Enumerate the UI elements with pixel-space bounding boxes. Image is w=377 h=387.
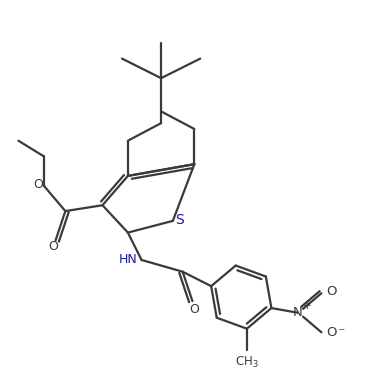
Text: O: O [49, 240, 58, 253]
Text: O: O [189, 303, 199, 316]
Text: O: O [326, 326, 337, 339]
Text: O: O [326, 285, 337, 298]
Text: ⁻: ⁻ [337, 327, 345, 341]
Text: N: N [293, 306, 303, 319]
Text: CH$_3$: CH$_3$ [235, 355, 259, 370]
Text: +: + [303, 301, 312, 311]
Text: HN: HN [119, 253, 138, 267]
Text: S: S [175, 213, 184, 227]
Text: O: O [33, 178, 43, 192]
